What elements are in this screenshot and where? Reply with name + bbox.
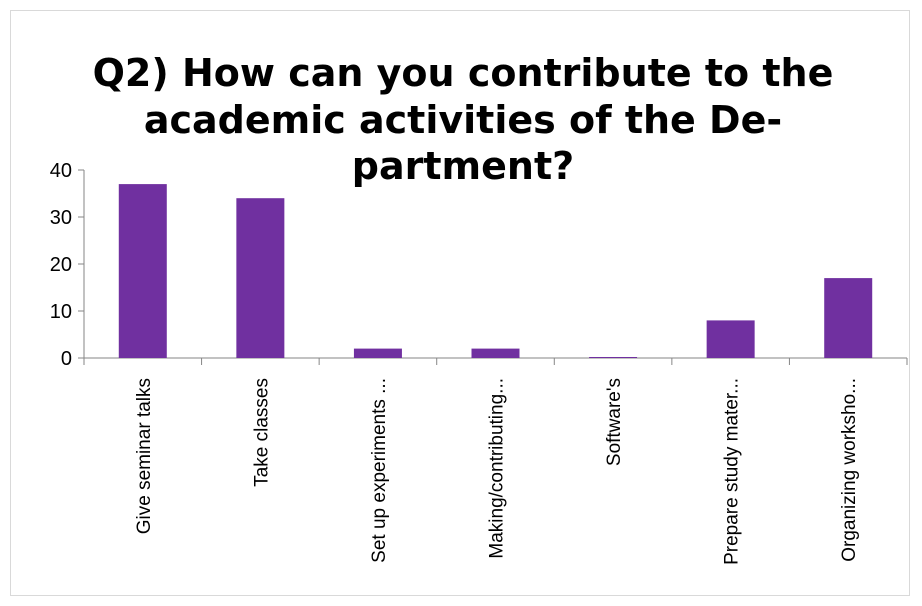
y-tick-label: 0 <box>61 348 72 370</box>
chart-title-line: academic activities of the De- <box>144 98 782 142</box>
y-tick-label: 10 <box>50 301 72 323</box>
x-category-label: Give seminar talks <box>134 378 155 534</box>
bar-4 <box>471 348 520 358</box>
bar-5 <box>589 357 638 358</box>
bar-6 <box>706 320 755 358</box>
bar-3 <box>353 348 402 358</box>
x-category-label: Prepare study mater... <box>722 378 743 565</box>
x-category-label: Organizing worksho... <box>839 378 860 562</box>
x-category-label: Take classes <box>251 378 272 487</box>
x-category-label: Making/contributing... <box>487 378 508 559</box>
chart-title-line: Q2) How can you contribute to the <box>93 51 834 95</box>
y-tick-label: 20 <box>50 254 72 276</box>
bar-1 <box>118 184 167 358</box>
x-category-label: Set up experiments ... <box>369 378 390 563</box>
x-category-label: Software's <box>604 378 625 466</box>
chart-title-line: partment? <box>352 144 574 188</box>
bar-7 <box>824 278 873 358</box>
y-tick-label: 40 <box>50 160 72 182</box>
bar-2 <box>236 198 285 358</box>
y-tick-label: 30 <box>50 207 72 229</box>
